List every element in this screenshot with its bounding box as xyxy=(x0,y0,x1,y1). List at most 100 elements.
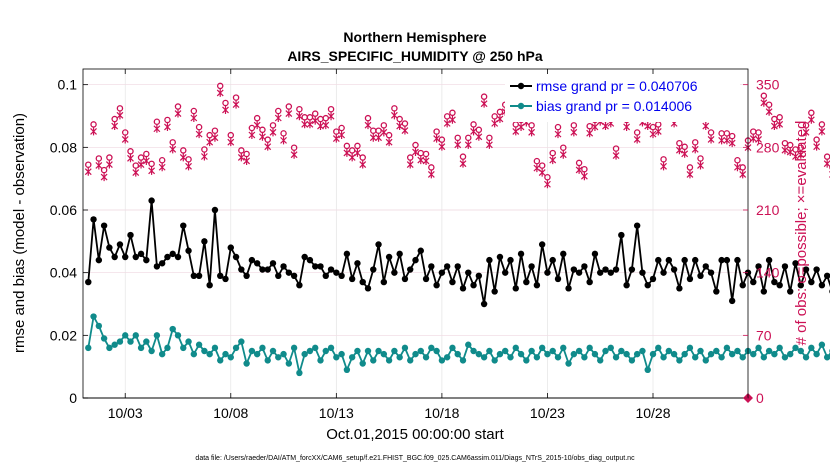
legend-bias-marker xyxy=(517,102,525,110)
obs-evaluated-marker xyxy=(612,151,620,160)
series-point-0 xyxy=(575,269,583,276)
series-point-0 xyxy=(649,275,657,283)
series-point-1 xyxy=(623,350,630,358)
obs-possible-marker xyxy=(480,93,488,100)
obs-evaluated-marker xyxy=(765,107,773,116)
series-point-0 xyxy=(676,285,683,292)
obs-evaluated-marker xyxy=(739,170,747,179)
series-point-0 xyxy=(633,222,641,229)
obs-possible-marker xyxy=(823,153,830,160)
series-point-0 xyxy=(158,260,166,267)
series-point-1 xyxy=(538,344,546,352)
series-point-1 xyxy=(649,350,657,358)
obs-evaluated-marker xyxy=(195,130,203,139)
y-right-tick-label: 140 xyxy=(756,265,780,281)
obs-possible-marker xyxy=(454,134,461,142)
series-point-0 xyxy=(301,253,308,261)
obs-possible-marker xyxy=(190,107,198,115)
obs-possible-marker xyxy=(660,156,667,163)
series-point-0 xyxy=(802,266,810,273)
obs-evaluated-marker xyxy=(227,138,235,147)
series-point-1 xyxy=(449,344,456,352)
obs-possible-marker xyxy=(311,110,319,117)
series-point-1 xyxy=(597,357,604,364)
series-point-0 xyxy=(312,263,319,270)
series-point-0 xyxy=(734,256,741,264)
series-point-1 xyxy=(660,354,667,361)
series-point-1 xyxy=(375,347,382,355)
series-point-1 xyxy=(211,344,219,352)
series-point-1 xyxy=(554,354,562,361)
obs-evaluated-marker xyxy=(591,122,599,131)
series-point-0 xyxy=(502,269,509,276)
series-point-0 xyxy=(491,288,498,295)
x-tick-label: 10/23 xyxy=(530,405,565,421)
obs-possible-marker xyxy=(359,154,366,161)
series-point-1 xyxy=(591,350,599,358)
series-point-0 xyxy=(364,285,372,292)
obs-evaluated-marker xyxy=(470,127,477,136)
obs-evaluated-marker xyxy=(797,150,805,159)
series-point-1 xyxy=(713,347,720,355)
obs-possible-marker xyxy=(581,165,588,173)
series-point-1 xyxy=(433,347,440,355)
obs-evaluated-marker xyxy=(301,120,309,129)
series-point-0 xyxy=(354,260,361,267)
series-point-1 xyxy=(238,338,245,345)
series-point-0 xyxy=(164,253,171,261)
series-point-1 xyxy=(354,347,361,355)
series-point-0 xyxy=(380,278,388,286)
obs-possible-marker xyxy=(248,124,256,132)
series-point-0 xyxy=(771,278,778,286)
series-point-0 xyxy=(100,222,108,229)
series-point-1 xyxy=(90,313,97,320)
obs-possible-marker xyxy=(285,103,293,110)
series-point-1 xyxy=(306,347,314,355)
series-point-1 xyxy=(243,360,250,367)
series-point-0 xyxy=(718,256,725,264)
series-point-1 xyxy=(692,354,699,361)
obs-evaluated-marker xyxy=(454,140,462,149)
y-tick-label: 0.1 xyxy=(58,77,78,93)
series-point-0 xyxy=(264,266,271,273)
series-point-0 xyxy=(480,300,488,308)
series-point-1 xyxy=(560,344,567,352)
series-point-1 xyxy=(185,338,192,345)
series-point-1 xyxy=(290,344,298,352)
obs-evaluated-marker xyxy=(760,98,768,107)
obs-evaluated-marker xyxy=(686,170,694,179)
y-tick-label: 0 xyxy=(69,390,77,406)
chart-subtitle: AIRS_SPECIFIC_HUMIDITY @ 250 hPa xyxy=(287,48,543,64)
obs-evaluated-marker xyxy=(375,133,382,142)
obs-possible-marker xyxy=(116,105,124,112)
series-point-1 xyxy=(607,344,614,352)
series-point-1 xyxy=(655,344,662,352)
obs-evaluated-marker xyxy=(433,134,441,143)
obs-possible-marker xyxy=(649,123,657,131)
series-point-0 xyxy=(153,263,161,270)
series-point-1 xyxy=(132,332,139,339)
series-point-0 xyxy=(692,256,699,264)
obs-evaluated-marker xyxy=(111,122,119,131)
obs-evaluated-marker xyxy=(142,156,150,165)
obs-evaluated-marker xyxy=(702,122,710,131)
obs-possible-marker xyxy=(211,127,219,134)
y-right-tick-label: 70 xyxy=(756,327,772,343)
series-point-1 xyxy=(697,347,704,355)
series-point-1 xyxy=(322,347,329,355)
obs-possible-marker xyxy=(697,155,704,162)
obs-evaluated-marker xyxy=(575,165,583,174)
series-point-1 xyxy=(787,350,794,358)
obs-possible-marker xyxy=(433,128,440,135)
series-point-0 xyxy=(560,250,567,258)
series-point-1 xyxy=(364,347,372,355)
series-point-1 xyxy=(739,354,746,361)
obs-possible-marker xyxy=(691,139,699,146)
series-point-1 xyxy=(612,354,620,361)
obs-evaluated-marker xyxy=(728,139,736,148)
obs-evaluated-marker xyxy=(116,111,124,120)
series-point-1 xyxy=(512,344,519,352)
series-point-0 xyxy=(528,263,535,270)
obs-possible-marker xyxy=(148,160,155,168)
obs-possible-marker xyxy=(322,114,330,122)
